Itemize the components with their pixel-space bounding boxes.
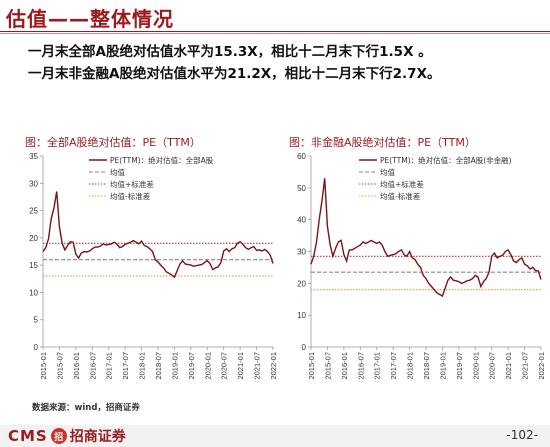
- x-tick-label: 2015-07: [55, 352, 64, 380]
- x-tick-label: 2021-01: [504, 352, 513, 380]
- brand-logo: CMS 招 招商证券: [8, 427, 126, 445]
- y-tick-label: 40: [297, 216, 306, 225]
- pe-series-line: [311, 178, 541, 296]
- x-tick-label: 2019-01: [438, 352, 447, 380]
- y-tick-label: 10: [297, 311, 306, 320]
- title-divider: [0, 31, 550, 32]
- y-tick-label: 0: [34, 343, 39, 352]
- x-tick-label: 2020-01: [471, 352, 480, 380]
- logo-chinese-text: 招商证券: [70, 426, 126, 446]
- x-tick-label: 2021-01: [236, 352, 245, 380]
- chart-panel-all-a-shares: 图：全部A股绝对估值：PE（TTM） 0 5 10 15 20 25 30 35 2015-01…: [25, 134, 279, 396]
- x-tick-label: 2017-01: [373, 352, 382, 380]
- summary-line-non-financial: 一月末非金融A股绝对估值水平为21.2X，相比十二月末下行2.7X。: [28, 62, 441, 82]
- x-tick-label: 2022-01: [537, 352, 546, 380]
- x-tick-label: 2015-01: [39, 352, 48, 380]
- page-number: -102-: [506, 428, 538, 442]
- y-tick-label: 30: [297, 248, 306, 257]
- x-tick-label: 2015-07: [323, 352, 332, 380]
- x-tick-label: 2020-01: [203, 352, 212, 380]
- data-source-note: 数据来源：wind，招商证券: [32, 401, 140, 413]
- y-tick-label: 50: [297, 184, 306, 193]
- logo-emblem-icon: 招: [51, 428, 67, 444]
- y-tick-label: 5: [34, 316, 39, 325]
- y-tick-label: 20: [29, 234, 38, 243]
- chart-non-financial: 0 10 20 30 40 50 60 2015-01 2015-07 2016-01 2016-0…: [289, 134, 549, 396]
- x-tick-label: 2017-07: [389, 352, 398, 380]
- logo-latin-text: CMS: [8, 427, 48, 445]
- x-tick-label: 2019-01: [170, 352, 179, 380]
- summary-line-all-a-shares: 一月末全部A股绝对估值水平为15.3X，相比十二月末下行1.5X 。: [28, 40, 432, 60]
- y-tick-label: 30: [29, 179, 38, 188]
- title-divider-secondary: [0, 33, 550, 34]
- slide-header: 估值——整体情况: [0, 0, 550, 40]
- y-tick-label: 10: [29, 288, 38, 297]
- x-tick-label: 2018-07: [422, 352, 431, 380]
- x-tick-label: 2016-01: [340, 352, 349, 380]
- page-title: 估值——整体情况: [6, 3, 174, 32]
- legend-label: 均值: [110, 167, 125, 177]
- x-tick-label: 2017-07: [121, 352, 130, 380]
- x-tick-label: 2016-01: [72, 352, 81, 380]
- x-tick-label: 2021-07: [521, 352, 530, 380]
- y-tick-label: 35: [29, 152, 38, 161]
- logo-emblem-glyph: 招: [54, 430, 63, 443]
- x-tick-label: 2015-01: [307, 352, 316, 380]
- legend-label: PE(TTM)：绝对估值：全部A股: [110, 155, 214, 165]
- y-tick-label: 0: [302, 343, 307, 352]
- legend-label: 均值-标准差: [380, 191, 421, 201]
- legend-label: 均值: [380, 167, 395, 177]
- x-tick-label: 2020-07: [220, 352, 229, 380]
- legend-label: 均值+标准差: [380, 179, 424, 189]
- y-tick-label: 20: [297, 279, 306, 288]
- y-tick-label: 25: [29, 207, 38, 216]
- x-tick-label: 2022-01: [269, 352, 278, 380]
- x-tick-label: 2016-07: [88, 352, 97, 380]
- x-tick-label: 2019-07: [455, 352, 464, 380]
- chart-all-a-shares: 0 5 10 15 20 25 30 35 2015-01 2015-07 2016-01 2016-…: [25, 134, 279, 396]
- legend-label: 均值-标准差: [110, 191, 151, 201]
- x-tick-label: 2016-07: [356, 352, 365, 380]
- x-tick-label: 2019-07: [187, 352, 196, 380]
- chart-panel-non-financial: 图：非金融A股绝对估值：PE（TTM） 0 10 20 30 40 50 60 2015-01…: [289, 134, 549, 396]
- x-tick-label: 2018-01: [138, 352, 147, 380]
- x-tick-label: 2020-07: [488, 352, 497, 380]
- legend-label: PE(TTM)：绝对估值：全部A股(非金融): [380, 155, 512, 165]
- y-tick-label: 15: [29, 261, 38, 270]
- x-tick-label: 2021-07: [253, 352, 262, 380]
- x-tick-label: 2017-01: [105, 352, 114, 380]
- y-tick-label: 60: [297, 152, 306, 161]
- x-tick-label: 2018-07: [154, 352, 163, 380]
- legend-label: 均值+标准差: [110, 179, 154, 189]
- x-tick-label: 2018-01: [406, 352, 415, 380]
- pe-series-line: [43, 192, 273, 278]
